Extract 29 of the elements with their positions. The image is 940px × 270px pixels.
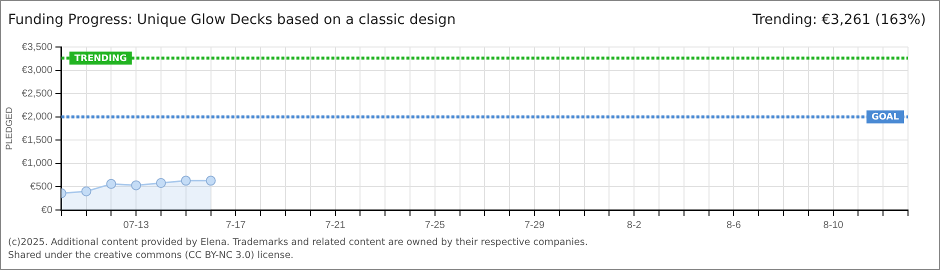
point [156, 178, 166, 188]
x-tick-label: 7-17 [226, 220, 246, 231]
y-tick-label: €2,500 [22, 88, 53, 100]
y-tick-label: €1,500 [22, 134, 53, 146]
y-tick-label: €500 [30, 181, 53, 192]
y-tick-label: €2,000 [22, 112, 53, 123]
y-axis-title: PLEDGED [4, 106, 14, 150]
x-tick-label: 8-6 [726, 220, 742, 231]
chart-subtitle: Trending: €3,261 (163%) [752, 12, 926, 28]
x-tick-label: 07-13 [123, 220, 150, 231]
point [81, 186, 92, 196]
x-tick-label: 8-10 [823, 220, 844, 231]
y-tick-label: €0 [41, 204, 53, 216]
point [106, 178, 116, 189]
point [180, 176, 191, 186]
point [131, 180, 142, 190]
point [206, 176, 216, 186]
ref-line-label: GOAL [872, 112, 900, 123]
x-tick-label: 7-25 [424, 220, 446, 231]
chart-title: Funding Progress: Unique Glow Decks based on a classic design [8, 12, 456, 28]
x-tick-label: 8-2 [626, 220, 642, 231]
text: (c)2025. Additional content provided by Elena. Trademarks and related content are owned by their respective companies. [8, 236, 588, 249]
text: Shared under the creative commons (CC BY-NC 3.0) license. [8, 249, 295, 262]
ref-line-label: TRENDING [74, 54, 127, 64]
x-tick-label: 7-21 [325, 220, 346, 231]
x-tick-label: 7-29 [524, 220, 545, 231]
y-tick-label: €3,000 [22, 65, 53, 76]
y-tick-label: €1,000 [22, 158, 53, 170]
y-tick-label: €3,500 [22, 42, 53, 53]
